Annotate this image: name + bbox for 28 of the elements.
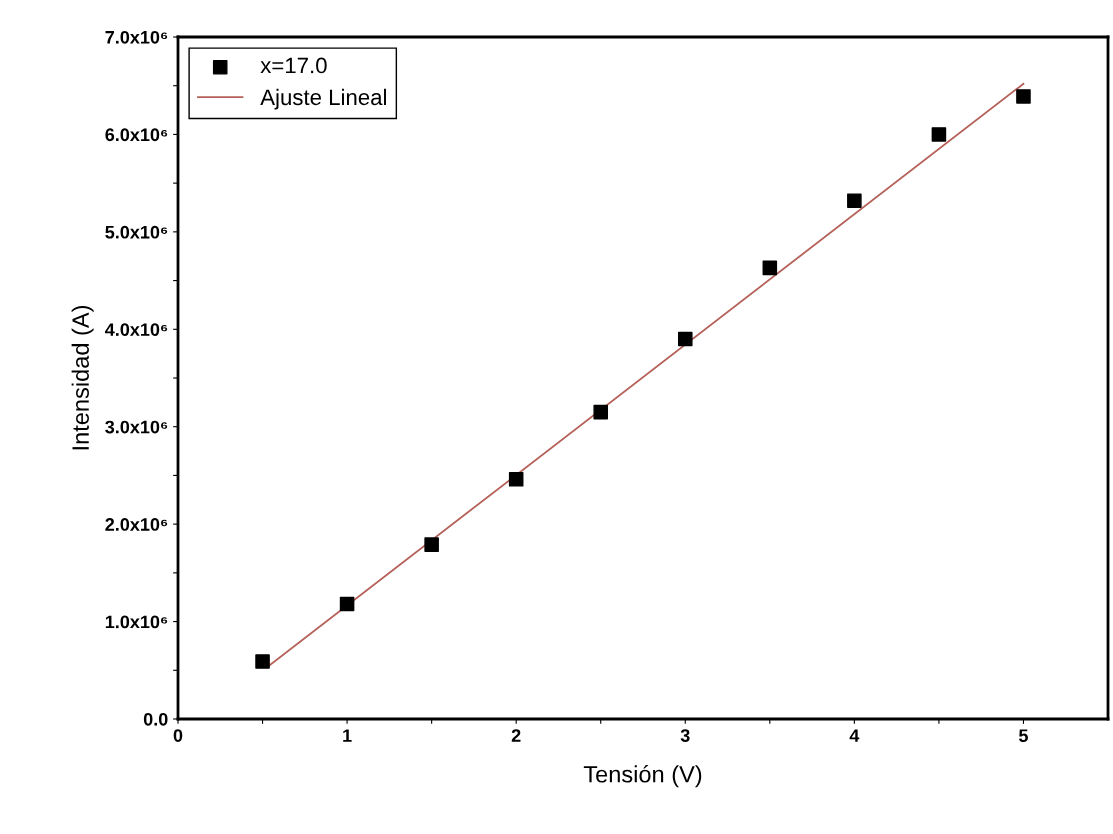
point — [339, 596, 355, 612]
y-tick-label: 5.0x10⁶ — [105, 225, 168, 239]
y-tick-label: 3.0x10⁶ — [105, 420, 168, 434]
legend-label: x=17.0 — [260, 57, 327, 74]
y-axis-title: Intensidad (A) — [71, 305, 94, 450]
x-tick-label: 1 — [343, 729, 352, 742]
y-tick-label: 7.0x10⁶ — [105, 30, 168, 44]
point — [677, 331, 693, 347]
point — [931, 127, 947, 142]
legend-label: Ajuste Lineal — [260, 88, 386, 110]
point — [255, 654, 270, 669]
x-tick-label: 4 — [849, 729, 860, 742]
point — [508, 472, 524, 487]
y-tick-label: 2.0x10⁶ — [105, 518, 168, 531]
y-tick-label: 4.0x10⁶ — [105, 323, 168, 337]
x-axis-title: Tensión (V) — [583, 764, 702, 788]
point — [593, 404, 609, 420]
y-tick-label: 1.0x10⁶ — [105, 615, 168, 629]
point — [762, 260, 778, 276]
y-tick-label: 0.0 — [143, 712, 168, 726]
x-tick-label: 0 — [173, 729, 183, 742]
x-tick-label: 5 — [1018, 729, 1028, 742]
point — [424, 537, 439, 552]
point — [847, 193, 862, 208]
point — [1016, 89, 1031, 104]
x-tick-label: 3 — [680, 729, 690, 743]
x-tick-label: 2 — [511, 729, 521, 742]
y-tick-label: 6.0x10⁶ — [105, 128, 168, 142]
